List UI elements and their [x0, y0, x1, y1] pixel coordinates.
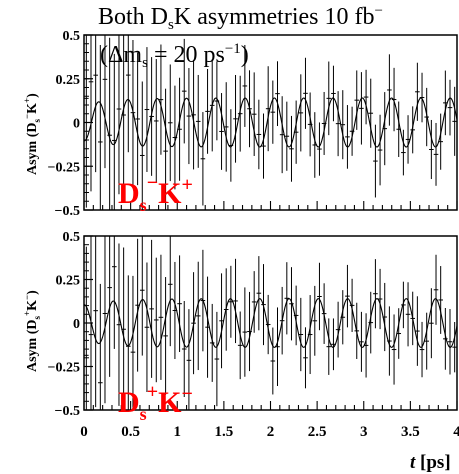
x-tick-label: 1.5	[215, 424, 234, 440]
x-tick-label: 3.5	[401, 424, 420, 440]
y-tick-label: −0.25	[48, 361, 80, 376]
x-tick-label: 4	[453, 424, 459, 440]
fit-curve	[83, 97, 458, 148]
top-panel: 0.5 0.25 0 −0.25 −0.5	[48, 29, 458, 219]
chart-subtitle: (Δms = 20 ps−1)	[100, 41, 249, 71]
x-tick-label: 3	[360, 424, 368, 440]
bottom-ylabel: Asym (Ds+K−)	[22, 290, 42, 372]
y-tick-label: −0.5	[55, 404, 80, 419]
y-tick-label: 0	[73, 117, 80, 132]
fit-curve	[84, 298, 458, 348]
bottom-panel: 0.50.250−0.25−0.50 0.5 1 1.5 2 2.5 3 3.5 4	[48, 230, 459, 440]
x-tick-label: 0	[80, 424, 88, 440]
y-tick-label: 0	[73, 317, 80, 332]
x-tick-label: 1	[174, 424, 182, 440]
y-tick-label: 0.25	[56, 73, 81, 88]
y-tick-label: −0.25	[48, 160, 80, 175]
y-tick-label: −0.5	[55, 204, 80, 219]
x-axis-label: t [ps]	[410, 452, 451, 473]
chart-title: Both DsK asymmetries 10 fb−	[98, 3, 383, 33]
y-tick-label: 0.5	[63, 29, 81, 44]
x-tick-label: 2	[267, 424, 275, 440]
top-panel-label: Ds−K+	[118, 172, 193, 215]
plot-frame	[83, 235, 458, 411]
x-tick-label: 0.5	[121, 424, 140, 440]
y-tick-label: 0.5	[63, 230, 81, 245]
bottom-panel-label: Ds+K−	[118, 381, 193, 424]
top-ylabel: Asym (Ds−K+)	[22, 93, 42, 175]
x-tick-label: 2.5	[308, 424, 327, 440]
y-tick-label: 0.25	[56, 274, 81, 289]
